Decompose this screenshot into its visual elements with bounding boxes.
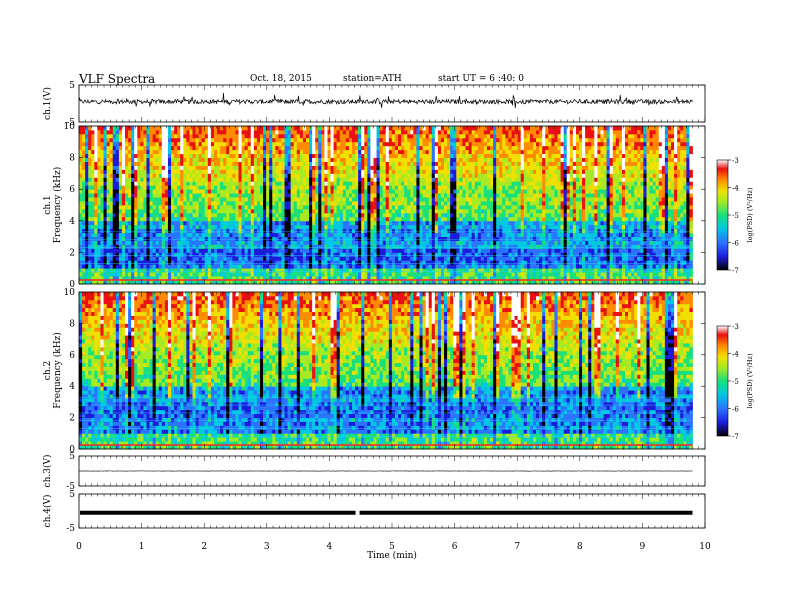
y-tick-label: 10 [64, 288, 76, 298]
y-axis: 5 -5 ch.4(V) [42, 490, 705, 534]
colorbar-gradient [716, 159, 729, 271]
y-axis: 5 -5 ch.1(V) [42, 81, 705, 128]
colorbar: -3 -4 -5 -6 -7 log(PSD) (V²/Hz) [716, 323, 754, 441]
spectrogram-image [79, 126, 693, 285]
panel-4: 5 -5 ch.3(V) [42, 452, 706, 492]
station-label: station=ATH [343, 74, 402, 84]
channel-label: ch.2 [43, 361, 53, 380]
waveform-trace [78, 470, 693, 472]
colorbar: -3 -4 -5 -6 -7 log(PSD) (V²/Hz) [716, 157, 754, 275]
panel-5: 5 -5 ch.4(V) [42, 490, 706, 534]
x-axis-label: Time (min) [367, 550, 417, 561]
x-tick-label: 6 [452, 542, 458, 552]
x-tick-label: 8 [577, 542, 583, 552]
y-tick-label: 5 [69, 490, 75, 500]
y-axis-label: Frequency (kHz) [52, 332, 63, 409]
panel-1: 5 -5 ch.1(V) [42, 81, 706, 128]
x-tick-label: 5 [389, 542, 395, 552]
y-tick-label: 5 [69, 81, 75, 91]
x-tick-label: 7 [514, 542, 520, 552]
x-tick-label: 4 [327, 542, 333, 552]
waveform-line [78, 92, 693, 109]
y-tick-label: 8 [69, 319, 75, 329]
x-ticks [78, 292, 706, 449]
x-tick-label: 2 [201, 542, 207, 552]
y-axis: 0 2 4 6 8 10 ch.1 Frequency (kHz) [43, 122, 705, 290]
y-axis-label: Frequency (kHz) [52, 167, 63, 244]
y-tick-label: 4 [69, 217, 75, 227]
panel-3: -3 -4 -5 -6 -7 log(PSD) (V²/Hz) 0 2 4 6 8 10 ch.2 Fre… [43, 288, 754, 455]
y-tick-label: -5 [66, 118, 75, 128]
y-tick-label: 6 [69, 185, 75, 195]
y-axis-label: ch.4(V) [42, 495, 53, 528]
y-tick-label: 0 [69, 445, 75, 455]
x-axis: 0 1 2 3 4 5 6 7 8 9 10 Time (min) [76, 542, 711, 561]
colorbar-tick-label: -3 [732, 323, 739, 331]
start-time-label: start UT = 6 :40: 0 [438, 74, 524, 84]
y-axis: 5 -5 ch.3(V) [42, 452, 705, 492]
waveform-trace [78, 92, 693, 109]
y-tick-label: 0 [69, 280, 75, 290]
colorbar-tick-label: -4 [732, 185, 739, 193]
y-tick-label: -5 [66, 524, 75, 534]
y-axis-label: ch.1(V) [42, 87, 53, 120]
colorbar-tick-label: -4 [732, 351, 739, 359]
x-tick-label: 0 [76, 542, 82, 552]
y-axis: 0 2 4 6 8 10 ch.2 Frequency (kHz) [43, 288, 705, 455]
y-tick-label: 10 [64, 122, 76, 132]
colorbar-label: log(PSD) (V²/Hz) [746, 353, 754, 408]
y-tick-label: 4 [69, 382, 75, 392]
y-axis-label: ch.3(V) [42, 455, 53, 488]
y-tick-label: 8 [69, 154, 75, 164]
colorbar-tick-label: -7 [732, 267, 739, 275]
x-ticks [78, 85, 706, 122]
colorbar-tick-label: -7 [732, 433, 739, 441]
panel-2: -3 -4 -5 -6 -7 log(PSD) (V²/Hz) 0 2 4 6 8 10 ch.1 Fre… [43, 122, 754, 290]
y-tick-label: 5 [69, 452, 75, 462]
colorbar-tick-label: -3 [732, 157, 739, 165]
x-ticks [78, 126, 706, 284]
waveform-line [78, 470, 693, 472]
date-label: Oct. 18, 2015 [250, 74, 312, 84]
figure-title: VLF Spectra [79, 72, 156, 86]
colorbar-tick-label: -5 [732, 212, 739, 220]
colorbar-tick-label: -6 [732, 240, 739, 248]
y-tick-label: 6 [69, 351, 75, 361]
x-ticks [78, 494, 706, 528]
y-tick-label: 2 [69, 414, 75, 424]
colorbar-gradient [716, 325, 729, 437]
channel-label: ch.1 [43, 195, 53, 214]
colorbar-tick-label: -6 [732, 406, 739, 414]
colorbar-label: log(PSD) (V²/Hz) [746, 187, 754, 242]
y-tick-label: -5 [66, 482, 75, 492]
spectrogram-image [79, 292, 693, 450]
colorbar-tick-label: -5 [732, 378, 739, 386]
x-ticks [78, 456, 706, 486]
x-tick-label: 3 [264, 542, 270, 552]
x-tick-label: 9 [640, 542, 646, 552]
x-tick-label: 10 [699, 542, 711, 552]
x-tick-label: 1 [139, 542, 145, 552]
y-tick-label: 2 [69, 248, 75, 258]
